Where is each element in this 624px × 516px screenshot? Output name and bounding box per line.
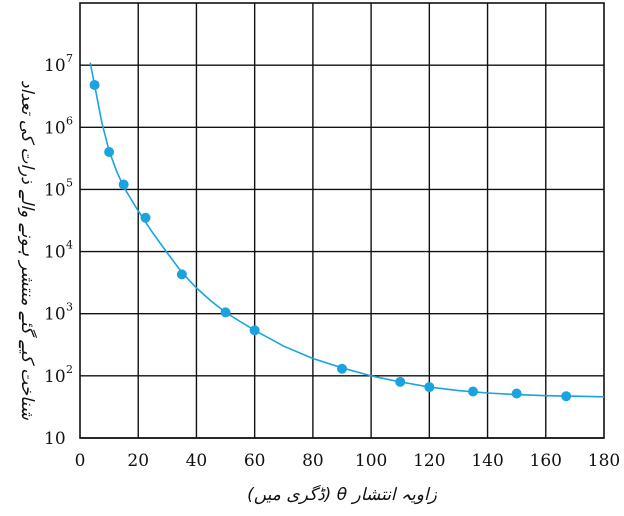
y-tick-exponent: 2 xyxy=(66,363,73,376)
x-tick-label: 40 xyxy=(186,451,208,471)
data-point xyxy=(249,325,260,336)
data-point xyxy=(395,376,406,387)
data-point xyxy=(104,147,115,158)
data-points xyxy=(89,79,572,402)
y-tick-label: 10 xyxy=(44,243,66,263)
data-point xyxy=(337,363,347,374)
plot-frame xyxy=(79,2,605,439)
y-tick-exponent: 6 xyxy=(66,114,73,127)
fit-curve xyxy=(89,62,605,398)
x-tick-label: 0 xyxy=(75,451,86,471)
x-tick-label: 180 xyxy=(588,451,620,471)
x-tick-label: 80 xyxy=(302,451,324,471)
data-point xyxy=(511,388,522,399)
plot-border xyxy=(79,2,605,439)
data-point xyxy=(176,269,187,280)
fit-curve-layer xyxy=(89,62,605,398)
y-tick-label: 10 xyxy=(44,429,66,449)
grid xyxy=(80,3,604,439)
y-tick-label: 10 xyxy=(44,180,66,200)
x-tick-label: 140 xyxy=(471,451,503,471)
y-tick-exponent: 7 xyxy=(66,52,73,65)
data-point xyxy=(561,391,572,402)
data-point xyxy=(468,386,478,397)
data-point xyxy=(89,79,100,90)
y-axis-label: شناخت کیے گئے منتشر ہونے والے ذرات کی تع… xyxy=(17,80,38,420)
x-tick-label: 100 xyxy=(355,451,387,471)
data-point xyxy=(140,212,151,223)
y-tick-exponent: 3 xyxy=(66,301,73,314)
data-point xyxy=(118,179,129,190)
data-point xyxy=(424,382,435,393)
y-tick-label: 10 xyxy=(44,56,66,76)
x-tick-label: 160 xyxy=(530,451,562,471)
x-axis-label: زاویہ انتشار θ (ڈگری میں) xyxy=(247,484,438,505)
y-tick-label: 10 xyxy=(44,305,66,325)
data-point xyxy=(220,307,231,318)
x-tick-label: 120 xyxy=(413,451,445,471)
x-tick-label: 20 xyxy=(127,451,149,471)
x-tick-label: 60 xyxy=(244,451,266,471)
y-tick-label: 10 xyxy=(44,367,66,387)
y-tick-exponent: 4 xyxy=(66,239,73,252)
x-tick-labels: 0 20 40 60 80 100 120 140 160 180 xyxy=(75,451,621,471)
y-tick-label: 10 xyxy=(44,118,66,138)
y-tick-exponent: 5 xyxy=(66,176,73,189)
